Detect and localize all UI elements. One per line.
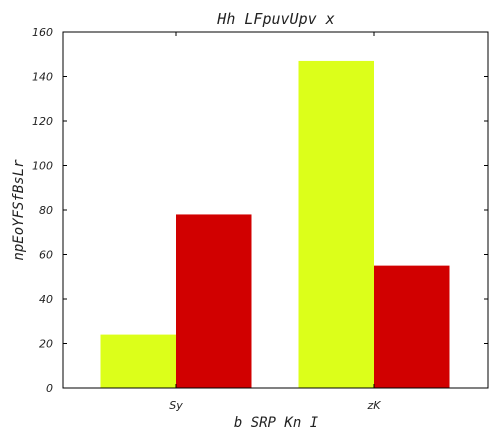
bar-zK-series-2	[374, 265, 450, 388]
chart-title: Hh LFpuvUpv x	[216, 10, 334, 28]
y-axis: 0 20 40 60 80 100 120 140 160	[32, 26, 488, 395]
x-axis-label: b SRP Kn I	[234, 415, 319, 431]
y-tick-label: 120	[32, 115, 53, 128]
bar-Sy-series-2	[176, 214, 252, 388]
y-axis-label: npEoYFSfBsLr	[11, 159, 27, 261]
y-tick-label: 140	[32, 71, 53, 84]
x-tick-label: Sy	[169, 399, 183, 412]
y-tick-label: 20	[39, 338, 53, 351]
bars-group	[100, 60, 450, 389]
y-tick-label: 160	[32, 26, 53, 39]
bar-zK-series-1	[298, 60, 374, 389]
y-tick-label: 60	[39, 249, 53, 262]
x-axis: Sy zK	[169, 32, 381, 412]
bar-Sy-series-1	[100, 334, 176, 388]
y-tick-label: 40	[39, 293, 53, 306]
y-tick-label: 100	[32, 160, 53, 173]
y-tick-label: 80	[39, 204, 53, 217]
x-tick-label: zK	[367, 399, 382, 412]
y-tick-label: 0	[46, 382, 53, 395]
